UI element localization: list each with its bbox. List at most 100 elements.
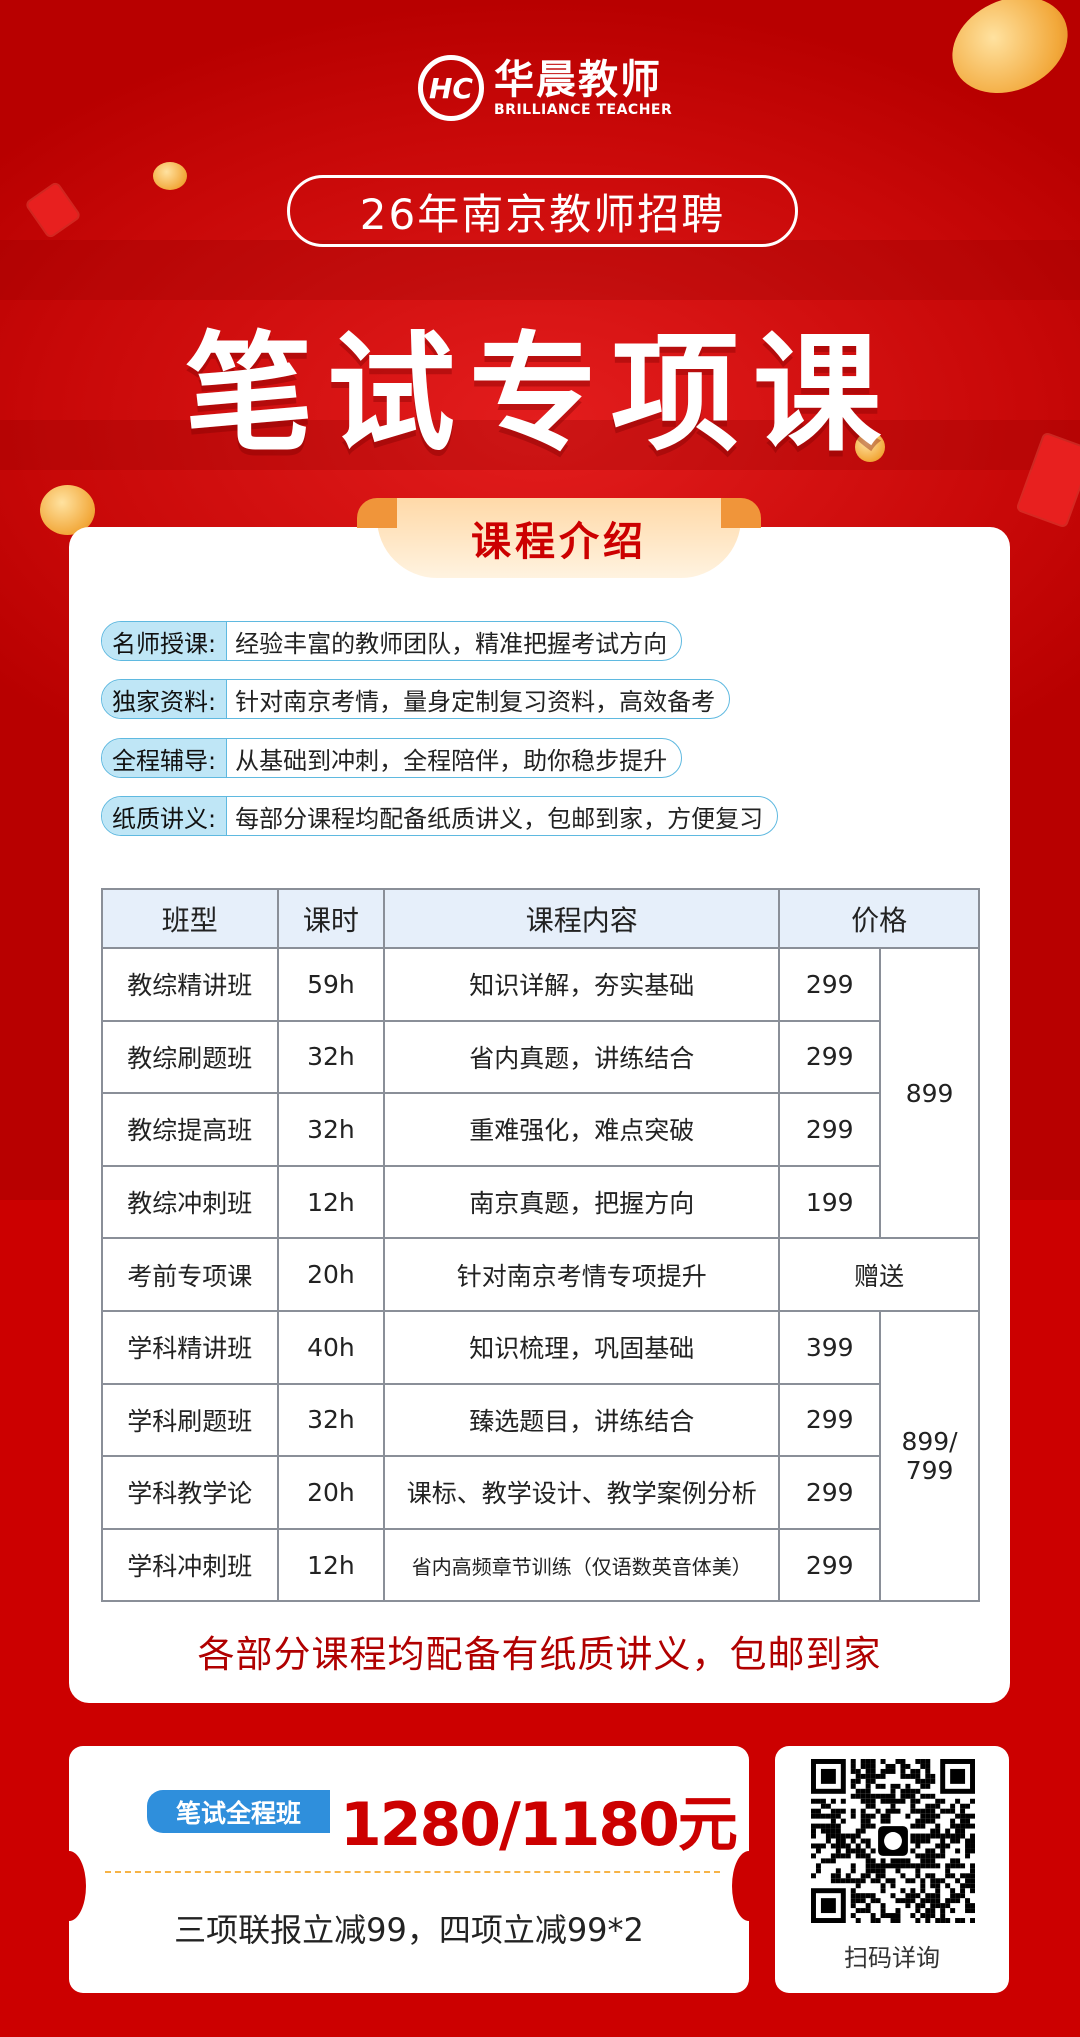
qr-module <box>905 1788 911 1794</box>
cell-content: 知识梳理，巩固基础 <box>383 1309 781 1385</box>
qr-module <box>910 1773 916 1779</box>
qr-module <box>965 1843 971 1849</box>
qr-module <box>865 1863 871 1869</box>
qr-module <box>830 1823 836 1829</box>
cell-class: 教综冲刺班 <box>101 1164 279 1240</box>
qr-module <box>960 1883 966 1889</box>
table-row: 教综提高班 32h 重难强化，难点突破 299 <box>101 1092 979 1167</box>
cell-bundle-price: 899/799 <box>879 1309 980 1603</box>
qr-module <box>910 1848 916 1854</box>
qr-module <box>870 1863 876 1869</box>
qr-module <box>885 1878 891 1884</box>
qr-module <box>970 1878 975 1884</box>
qr-module <box>811 1853 816 1859</box>
feature-tag: 名师授课: <box>102 622 228 660</box>
qr-module <box>970 1883 975 1889</box>
qr-module <box>860 1898 866 1904</box>
feature-item: 全程辅导: 从基础到冲刺，全程陪伴，助你稳步提升 <box>101 738 683 778</box>
qr-module <box>925 1853 931 1859</box>
qr-module <box>915 1833 921 1839</box>
qr-module <box>860 1853 866 1859</box>
cell-class: 教综精讲班 <box>101 947 279 1022</box>
feature-tag: 纸质讲义: <box>102 797 228 835</box>
qr-module <box>930 1793 936 1799</box>
qr-module <box>820 1803 826 1809</box>
qr-module <box>850 1768 856 1774</box>
qr-module <box>920 1818 926 1824</box>
qr-finder <box>820 1768 836 1784</box>
handout-note: 各部分课程均配备有纸质讲义，包邮到家 <box>197 1633 882 1676</box>
qr-module <box>865 1853 871 1859</box>
qr-module <box>970 1813 975 1819</box>
qr-module <box>870 1778 876 1784</box>
qr-module <box>811 1798 816 1804</box>
qr-module <box>860 1818 866 1824</box>
qr-module <box>960 1803 966 1809</box>
qr-module <box>955 1848 961 1854</box>
qr-module <box>950 1908 956 1914</box>
qr-module <box>970 1848 975 1854</box>
qr-module <box>895 1868 901 1874</box>
qr-module <box>950 1838 956 1844</box>
qr-module <box>880 1868 886 1874</box>
qr-module <box>910 1878 916 1884</box>
qr-module <box>920 1783 926 1789</box>
qr-module <box>850 1903 856 1909</box>
qr-module <box>935 1898 941 1904</box>
qr-module <box>875 1793 881 1799</box>
cell-content: 重难强化，难点突破 <box>383 1092 781 1167</box>
table-row: 考前专项课 20h 针对南京考情专项提升 赠送 <box>101 1237 980 1312</box>
qr-code[interactable] <box>811 1759 975 1923</box>
bundle-price-line: 799 <box>905 1456 954 1486</box>
qr-module <box>925 1768 931 1774</box>
logo-icon: HC <box>418 55 484 121</box>
qr-module <box>955 1838 961 1844</box>
qr-module <box>970 1823 975 1829</box>
qr-module <box>870 1898 876 1904</box>
qr-module <box>860 1848 866 1854</box>
qr-module <box>890 1878 896 1884</box>
table-row: 教综刷题班 32h 省内真题，讲练结合 299 <box>101 1019 979 1095</box>
qr-module <box>910 1788 916 1794</box>
qr-module <box>865 1788 871 1794</box>
qr-module <box>915 1903 921 1909</box>
qr-module <box>875 1773 881 1779</box>
qr-module <box>925 1848 931 1854</box>
qr-module <box>840 1808 846 1814</box>
qr-module <box>960 1888 966 1894</box>
qr-module <box>940 1838 946 1844</box>
qr-module <box>965 1838 971 1844</box>
qr-module <box>945 1863 951 1869</box>
qr-module <box>955 1833 961 1839</box>
qr-module <box>890 1893 896 1899</box>
qr-module <box>830 1798 836 1804</box>
qr-module <box>875 1873 881 1879</box>
qr-module <box>835 1873 841 1879</box>
qr-module <box>895 1798 901 1804</box>
qr-module <box>895 1898 901 1904</box>
cell-hours: 32h <box>276 1092 386 1167</box>
qr-module <box>935 1863 941 1869</box>
qr-module <box>965 1873 971 1879</box>
qr-module <box>845 1853 851 1859</box>
qr-module <box>925 1838 931 1844</box>
qr-module <box>945 1903 951 1909</box>
qr-module <box>930 1858 936 1864</box>
qr-module <box>880 1858 886 1864</box>
qr-module <box>970 1918 975 1923</box>
qr-module <box>815 1848 821 1854</box>
table-row: 学科冲刺班 12h 省内高频章节训练（仅语数英音体美） 299 <box>101 1527 979 1603</box>
qr-module <box>925 1898 931 1904</box>
qr-module <box>960 1808 966 1814</box>
qr-module <box>965 1878 971 1884</box>
qr-module <box>905 1783 911 1789</box>
qr-module <box>870 1913 876 1919</box>
qr-module <box>815 1843 821 1849</box>
cell-hours: 20h <box>276 1455 386 1530</box>
qr-module <box>860 1878 866 1884</box>
qr-module <box>945 1808 951 1814</box>
qr-module <box>965 1848 971 1854</box>
qr-module <box>850 1863 856 1869</box>
header-price: 价格 <box>778 888 980 949</box>
qr-module <box>890 1793 896 1799</box>
